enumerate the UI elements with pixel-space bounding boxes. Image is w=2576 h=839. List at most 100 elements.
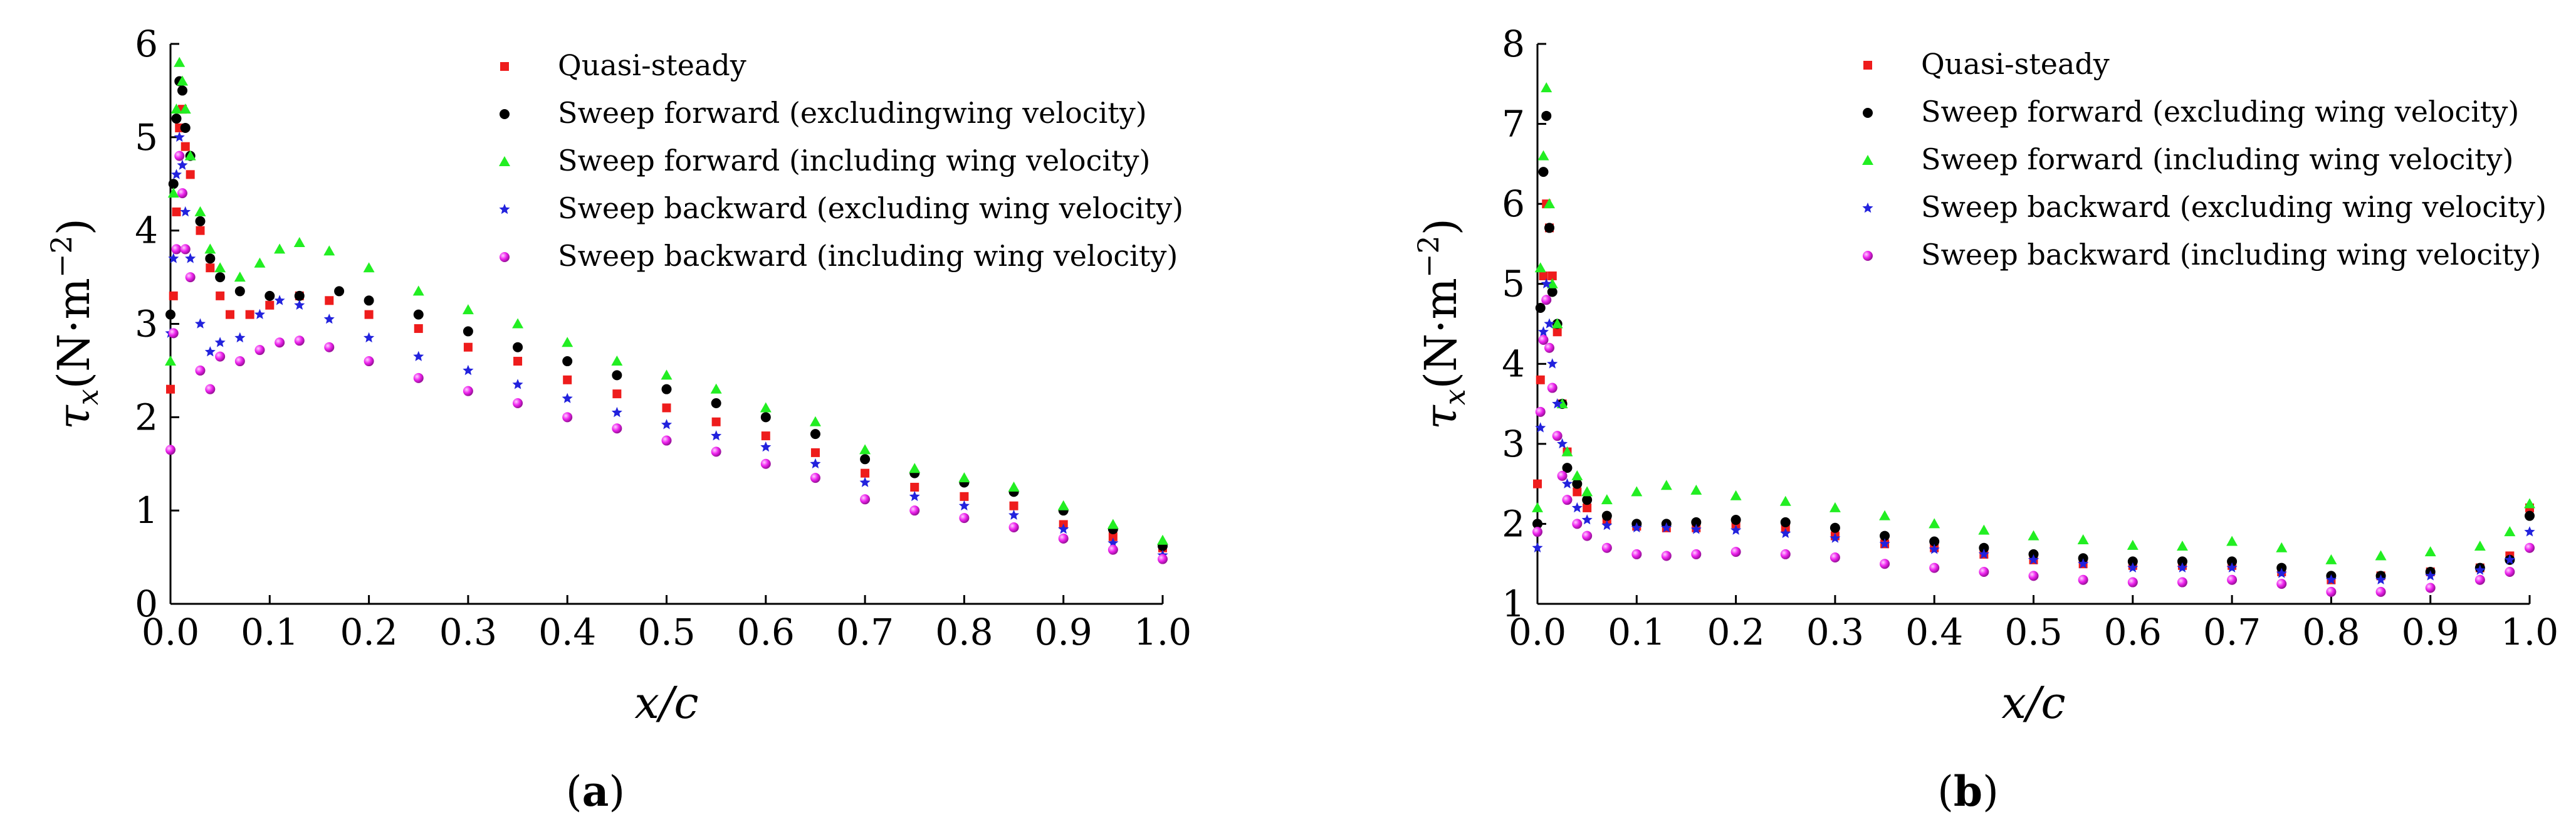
- panel-label: a: [582, 767, 609, 816]
- data-point: [1533, 479, 1542, 488]
- legend-entry: Sweep forward (excludingwing velocity): [558, 96, 1147, 130]
- data-point: [177, 159, 188, 170]
- data-point: [1583, 503, 1592, 512]
- data-point: [165, 445, 175, 455]
- data-point: [513, 398, 523, 409]
- data-point: [562, 337, 573, 347]
- data-point: [2504, 554, 2515, 565]
- data-point: [1601, 510, 1612, 521]
- data-point: [2375, 550, 2387, 561]
- data-point: [810, 448, 820, 457]
- legend-entry: Sweep forward (including wing velocity): [558, 144, 1151, 177]
- data-point: [2176, 541, 2188, 551]
- x-tick-label: 0.0: [142, 611, 199, 653]
- data-point: [1582, 495, 1593, 505]
- data-point: [711, 430, 722, 441]
- data-point: [1008, 522, 1019, 532]
- data-point: [364, 356, 374, 367]
- data-point: [174, 150, 185, 161]
- data-point: [1573, 487, 1582, 497]
- data-point: [206, 263, 215, 273]
- data-point: [760, 402, 772, 413]
- data-point: [195, 365, 206, 376]
- data-point: [234, 332, 246, 343]
- data-point: [909, 490, 920, 502]
- data-point: [2177, 556, 2187, 567]
- data-point: [2474, 541, 2486, 551]
- legend-marker: [1863, 108, 1873, 118]
- y-tick-label: 5: [1502, 263, 1525, 305]
- data-point: [1979, 566, 1989, 577]
- data-point: [1631, 522, 1642, 533]
- data-point: [1532, 542, 1543, 552]
- data-point: [185, 253, 196, 263]
- data-point: [1532, 502, 1543, 512]
- data-point: [1543, 198, 1555, 209]
- data-point: [1557, 470, 1568, 481]
- data-point: [2177, 562, 2188, 573]
- data-point: [2276, 567, 2287, 578]
- data-point: [2127, 539, 2139, 550]
- legend-entry: Sweep backward (including wing velocity): [1921, 238, 2541, 272]
- data-point: [165, 309, 175, 320]
- y-tick-label: 2: [1502, 502, 1525, 545]
- data-point: [172, 207, 181, 216]
- x-tick-label: 0.7: [836, 611, 894, 653]
- data-point: [1780, 549, 1791, 559]
- data-point: [165, 356, 176, 366]
- data-point: [612, 423, 622, 434]
- data-point: [1829, 502, 1841, 512]
- data-point: [661, 384, 672, 394]
- panel-label: b: [1954, 767, 1982, 816]
- data-point: [1008, 481, 1020, 492]
- legend-marker: [500, 252, 510, 262]
- data-point: [1107, 537, 1119, 548]
- series-sphere: [165, 150, 1168, 564]
- data-point: [364, 295, 374, 306]
- data-point: [562, 412, 573, 423]
- data-point: [254, 257, 266, 268]
- data-point: [1978, 524, 1990, 535]
- data-point: [1661, 522, 1672, 533]
- data-point: [1690, 524, 1702, 534]
- x-tick-label: 1.0: [2501, 611, 2558, 653]
- data-point: [611, 406, 622, 418]
- data-point: [1562, 463, 1573, 473]
- data-point: [1661, 551, 1672, 561]
- legend-entry: Sweep backward (excluding wing velocity): [1921, 190, 2547, 224]
- data-point: [1730, 515, 1741, 525]
- data-point: [275, 337, 285, 348]
- data-point: [711, 417, 721, 426]
- data-point: [1780, 527, 1791, 538]
- data-point: [168, 253, 179, 263]
- data-point: [294, 299, 305, 310]
- data-point: [1008, 509, 1020, 520]
- data-point: [2504, 526, 2516, 537]
- data-point: [2127, 577, 2138, 588]
- data-point: [810, 473, 820, 483]
- data-point: [959, 513, 970, 524]
- data-point: [1058, 523, 1069, 534]
- data-point: [1557, 438, 1568, 449]
- data-point: [412, 285, 424, 296]
- data-point: [245, 310, 254, 319]
- data-point: [234, 272, 246, 282]
- data-point: [1551, 318, 1563, 329]
- data-point: [265, 300, 275, 310]
- legend-marker: [499, 204, 510, 214]
- data-point: [909, 505, 920, 516]
- data-point: [463, 326, 473, 337]
- data-point: [194, 206, 206, 216]
- y-tick-label: 7: [1502, 103, 1525, 145]
- data-point: [2078, 553, 2088, 564]
- data-point: [562, 393, 573, 403]
- data-point: [1552, 431, 1563, 441]
- data-point: [1541, 110, 1552, 121]
- data-point: [661, 435, 672, 446]
- data-point: [662, 403, 671, 413]
- data-point: [1979, 542, 1989, 553]
- data-point: [1541, 278, 1552, 288]
- y-tick-label: 3: [1502, 423, 1525, 465]
- x-tick-label: 0.3: [439, 611, 497, 653]
- series-star: [165, 131, 1168, 560]
